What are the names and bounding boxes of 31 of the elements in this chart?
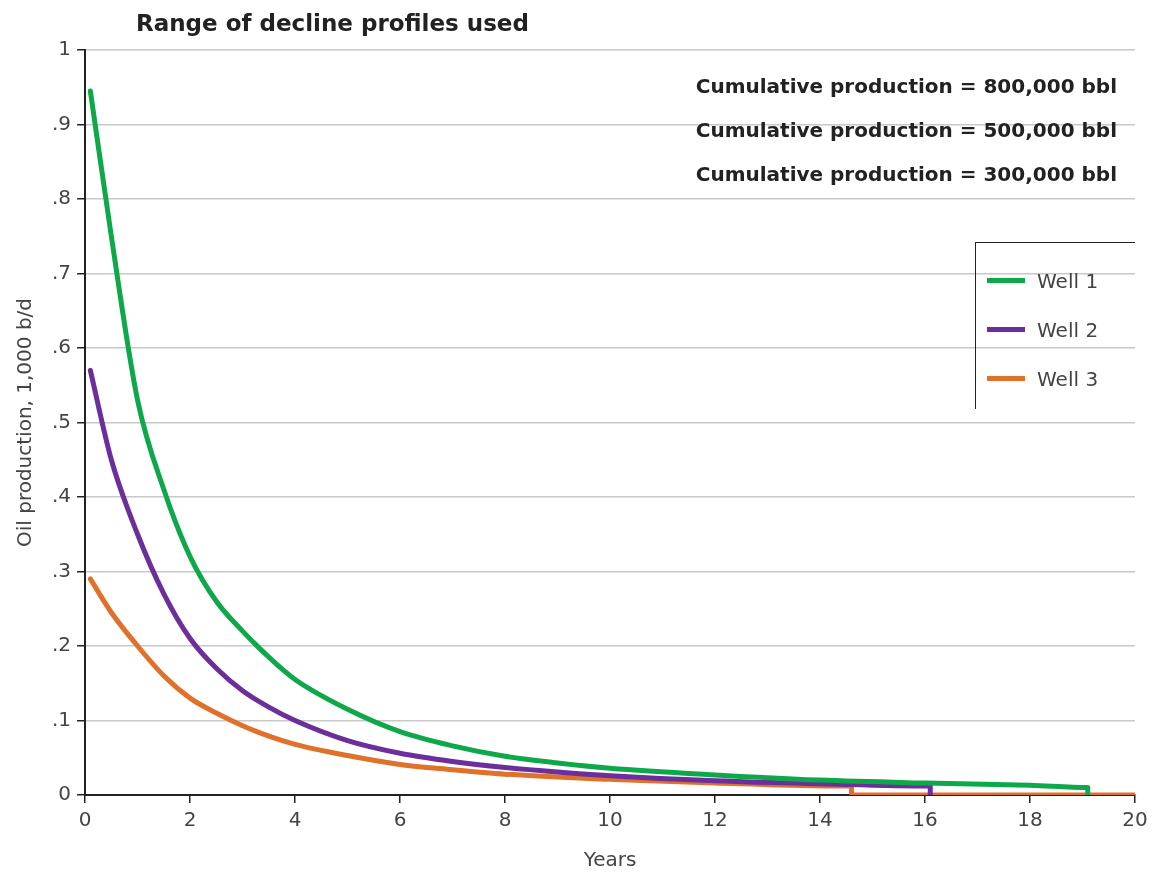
x-tick-label: 14 — [807, 807, 833, 832]
x-tick-label: 6 — [393, 807, 407, 832]
y-axis-title: Oil production, 1,000 b/d — [12, 297, 37, 548]
x-tick-label: 4 — [288, 807, 302, 832]
y-tick-label: .4 — [51, 483, 72, 508]
legend-label: Well 1 — [1037, 268, 1099, 293]
chart-title: Range of decline profiles used — [136, 10, 529, 36]
y-tick-label: .8 — [51, 185, 72, 210]
annotation: Cumulative production = 300,000 bbl — [695, 161, 1117, 188]
x-tick-label: 16 — [912, 807, 938, 832]
x-tick-label: 8 — [498, 807, 512, 832]
x-tick-label: 0 — [78, 807, 92, 832]
legend-label: Well 2 — [1037, 317, 1099, 342]
x-tick-label: 20 — [1122, 807, 1148, 832]
x-tick-label: 12 — [702, 807, 728, 832]
x-tick-label: 2 — [183, 807, 197, 832]
y-tick-label: .2 — [51, 632, 72, 657]
y-tick-label: .1 — [51, 706, 72, 731]
y-tick-label: .9 — [51, 110, 72, 135]
y-tick-label: .6 — [51, 334, 72, 359]
x-axis-title: Years — [582, 847, 637, 872]
annotation: Cumulative production = 800,000 bbl — [695, 73, 1117, 100]
x-tick-label: 10 — [597, 807, 623, 832]
y-tick-label: 0 — [58, 781, 72, 806]
y-tick-label: 1 — [58, 36, 72, 61]
annotation: Cumulative production = 500,000 bbl — [695, 117, 1117, 144]
y-tick-label: .7 — [51, 259, 72, 284]
y-tick-label: .5 — [51, 408, 72, 433]
legend-label: Well 3 — [1037, 366, 1099, 391]
x-tick-label: 18 — [1017, 807, 1043, 832]
y-tick-label: .3 — [51, 557, 72, 582]
